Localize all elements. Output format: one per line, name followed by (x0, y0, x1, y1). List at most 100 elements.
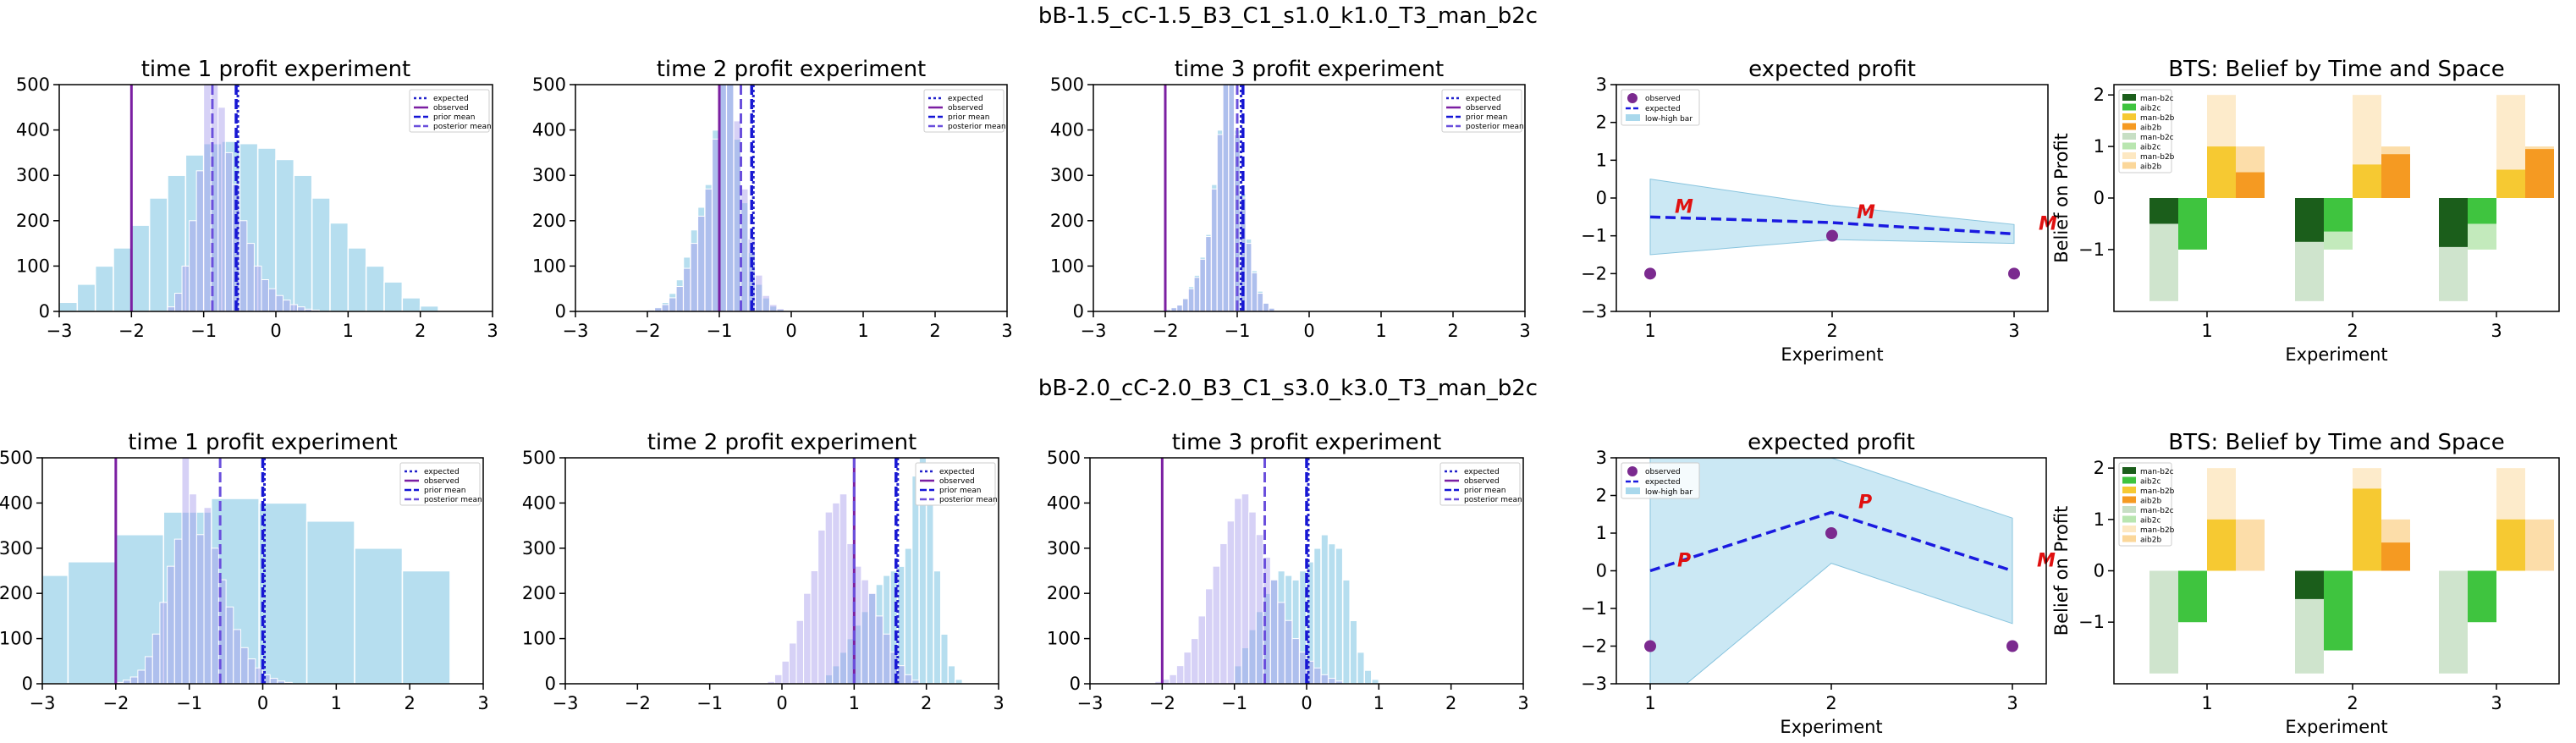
legend-swatch (2122, 142, 2136, 150)
posterior-bar (203, 507, 212, 685)
y-tick-label: 1 (2094, 509, 2105, 530)
legend-box (1621, 462, 1700, 499)
legend-label: man-b2c (2140, 468, 2174, 476)
y-tick-label: 400 (0, 493, 33, 513)
posterior-bar (697, 215, 706, 312)
prior-belief-bar (2525, 519, 2554, 571)
bts-panel-r2: 1 2 3 −1 0 1 2 BTS: Belief by Time and Space Exp… (2051, 430, 2560, 737)
y-tick-label: 300 (16, 165, 50, 185)
legend-label: man-b2c (2140, 134, 2174, 142)
posterior-bar (1205, 588, 1214, 685)
posterior-bar (195, 534, 205, 685)
y-tick-label: −3 (1581, 674, 1607, 694)
current-belief-bar (2295, 570, 2324, 599)
legend-label: prior mean (424, 487, 466, 495)
x-tick-label: 3 (1519, 321, 1530, 341)
posterior-bar (297, 306, 305, 312)
y-tick-label: 300 (532, 165, 566, 185)
posterior-bar (233, 629, 241, 685)
legend-swatch (2122, 526, 2136, 532)
panel-title: time 3 profit experiment (1175, 57, 1445, 82)
y-tick-label: −1 (1581, 226, 1607, 246)
legend-box (923, 89, 1005, 133)
hist-panel-r1-t1: −3 −2 −1 0 1 2 3 0 100 200 300 400 500 time 1 profit … (16, 57, 498, 341)
posterior-bar (283, 300, 291, 312)
prior-bar (955, 678, 964, 685)
legend-label: prior mean (948, 113, 990, 122)
y-tick-label: 200 (0, 583, 33, 603)
posterior-bar (267, 288, 277, 312)
legend-swatch (2122, 103, 2136, 111)
y-tick-label: 100 (522, 629, 556, 649)
legend-swatch (2122, 162, 2136, 169)
x-tick-label: 0 (1301, 693, 1312, 713)
y-tick-label: −1 (1581, 598, 1607, 619)
posterior-bar (803, 592, 812, 685)
x-tick-label: 3 (1001, 321, 1012, 341)
current-belief-bar (2496, 169, 2525, 198)
prior-bar (1327, 542, 1336, 685)
legend-label: expected (1466, 95, 1501, 103)
posterior-bar (1320, 674, 1329, 685)
posterior-bar (789, 642, 797, 685)
current-belief-bar (2439, 198, 2468, 247)
x-tick-label: 3 (2491, 321, 2502, 341)
x-tick-label: 0 (270, 321, 281, 341)
posterior-bar (1241, 493, 1250, 685)
y-tick-label: 100 (532, 256, 566, 276)
legend-box (1441, 89, 1522, 133)
panel-title: BTS: Belief by Time and Space (2168, 430, 2504, 455)
posterior-bar (1228, 84, 1236, 312)
legend-label: aib2c (2140, 517, 2160, 526)
prior-bar (1371, 678, 1380, 685)
posterior-bar (289, 304, 299, 312)
prior-bar (383, 281, 404, 312)
prior-bar (275, 158, 295, 312)
posterior-bar (1176, 304, 1183, 312)
y-tick-label: 2 (2094, 458, 2105, 478)
prior-bar (67, 561, 117, 685)
expected-line (1649, 510, 2013, 573)
prior-bar (347, 247, 367, 312)
x-tick-label: −3 (1081, 321, 1107, 341)
prior-bar (939, 633, 949, 685)
x-tick-label: 3 (2006, 693, 2017, 713)
y-tick-label: 100 (0, 629, 33, 649)
prior-belief-bar (2149, 570, 2178, 674)
current-belief-bar (2496, 519, 2525, 571)
x-tick-label: −1 (707, 321, 733, 341)
current-belief-bar (2381, 154, 2410, 198)
x-tick-label: 1 (331, 693, 342, 713)
prior-bar (115, 534, 165, 685)
posterior-bar (217, 107, 226, 312)
legend-label: prior mean (1466, 113, 1508, 122)
x-tick-label: 2 (2347, 321, 2358, 341)
observed-point (1825, 527, 1837, 539)
posterior-bar (189, 493, 197, 685)
prior-bar (1320, 534, 1329, 685)
legend-box (915, 462, 996, 506)
x-tick-label: 1 (1373, 693, 1384, 713)
y-tick-label: 300 (0, 538, 33, 559)
posterior-bar (690, 243, 698, 312)
row-suptitle: bB-2.0_cC-2.0_B3_C1_s3.0_k3.0_T3_man_b2c (1038, 376, 1538, 401)
posterior-bar (1187, 288, 1195, 312)
posterior-bar (167, 306, 176, 312)
posterior-bar (1193, 277, 1201, 312)
y-tick-label: 0 (1596, 561, 1607, 581)
posterior-bar (1277, 602, 1285, 685)
legend-label: observed (433, 104, 469, 113)
y-tick-label: 0 (22, 674, 33, 694)
legend-label: observed (948, 104, 983, 113)
prior-bar (1335, 548, 1344, 685)
prior-bar (947, 664, 956, 685)
legend-swatch (2122, 496, 2136, 504)
y-tick-label: 2 (2094, 85, 2105, 105)
x-tick-label: 1 (857, 321, 868, 341)
posterior-bar (773, 674, 783, 685)
current-belief-bar (2468, 198, 2496, 224)
posterior-bar (253, 265, 262, 312)
